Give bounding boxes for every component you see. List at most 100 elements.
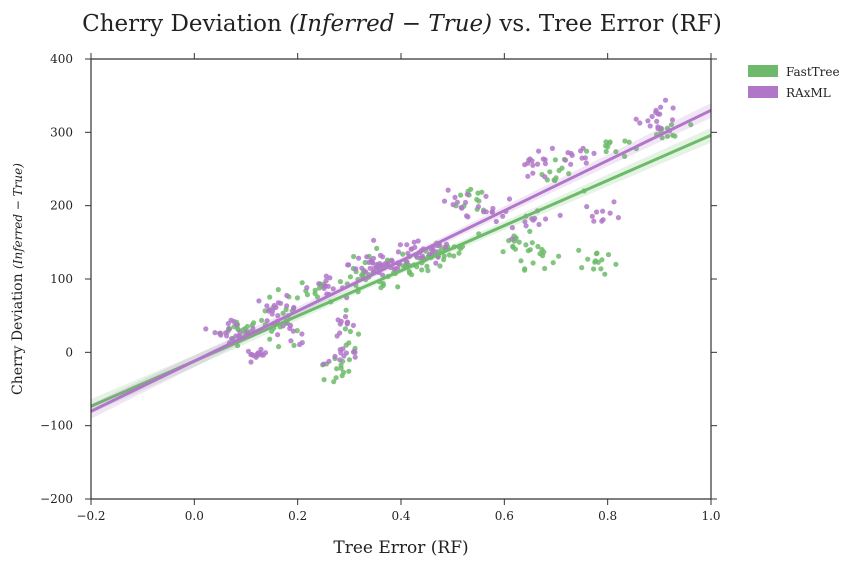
data-point-raxml xyxy=(607,210,613,216)
data-point-raxml xyxy=(284,292,290,299)
data-point-fasttree xyxy=(337,279,343,285)
y-tick-label: 100 xyxy=(50,272,73,286)
data-point-raxml xyxy=(475,204,481,210)
data-point-raxml xyxy=(275,313,281,319)
data-point-fasttree xyxy=(670,132,676,138)
data-point-raxml xyxy=(522,162,528,168)
data-point-raxml xyxy=(353,266,359,272)
data-point-raxml xyxy=(569,152,575,158)
data-point-raxml xyxy=(441,198,448,204)
legend-label-fasttree: FastTree xyxy=(786,65,840,79)
data-point-raxml xyxy=(290,328,296,334)
data-point-raxml xyxy=(229,336,235,342)
data-point-fasttree xyxy=(446,252,453,258)
data-point-fasttree xyxy=(518,258,524,264)
data-point-fasttree xyxy=(280,310,286,316)
data-point-fasttree xyxy=(294,295,300,301)
x-tick-label: −0.2 xyxy=(76,509,105,523)
data-point-raxml xyxy=(322,283,328,289)
data-point-fasttree xyxy=(547,169,553,175)
data-point-raxml xyxy=(323,278,329,284)
data-point-raxml xyxy=(291,304,297,311)
data-point-raxml xyxy=(212,330,218,336)
data-point-fasttree xyxy=(527,228,533,234)
data-point-fasttree xyxy=(566,171,572,177)
y-axis-label: Cherry Deviation (Inferred − True) xyxy=(10,163,26,395)
data-point-raxml xyxy=(375,263,381,269)
data-point-fasttree xyxy=(522,267,528,273)
data-point-fasttree xyxy=(500,249,506,255)
data-point-raxml xyxy=(264,303,270,309)
data-point-fasttree xyxy=(400,251,406,257)
data-point-fasttree xyxy=(605,252,612,258)
data-point-raxml xyxy=(342,314,349,320)
x-tick-label: 0.6 xyxy=(495,509,514,523)
data-point-raxml xyxy=(540,156,546,162)
data-point-raxml xyxy=(284,303,290,309)
data-point-raxml xyxy=(395,249,401,255)
data-point-raxml xyxy=(452,194,458,200)
data-point-fasttree xyxy=(346,340,352,346)
data-point-raxml xyxy=(523,223,529,229)
data-point-raxml xyxy=(363,269,369,275)
data-point-raxml xyxy=(600,217,606,223)
data-point-raxml xyxy=(248,359,254,365)
data-point-raxml xyxy=(260,352,266,358)
data-point-fasttree xyxy=(626,139,632,145)
data-point-fasttree xyxy=(267,294,273,300)
data-point-raxml xyxy=(299,340,305,346)
data-point-raxml xyxy=(591,150,597,156)
data-point-raxml xyxy=(226,326,232,332)
data-point-raxml xyxy=(532,215,538,221)
data-point-fasttree xyxy=(556,253,562,259)
data-point-raxml xyxy=(522,219,528,225)
data-point-raxml xyxy=(443,241,450,247)
data-point-raxml xyxy=(275,300,281,306)
data-point-fasttree xyxy=(668,122,675,128)
data-point-fasttree xyxy=(437,263,443,269)
y-tick-label: 400 xyxy=(50,52,73,66)
data-point-fasttree xyxy=(476,198,482,204)
y-tick-label: 0 xyxy=(65,345,73,359)
data-point-fasttree xyxy=(523,242,529,248)
data-point-raxml xyxy=(535,161,541,167)
data-point-raxml xyxy=(542,174,548,180)
data-point-raxml xyxy=(670,105,676,111)
data-point-fasttree xyxy=(603,139,609,145)
data-point-fasttree xyxy=(425,268,431,274)
data-point-raxml xyxy=(637,120,643,126)
data-point-raxml xyxy=(445,187,451,193)
data-point-fasttree xyxy=(622,153,628,159)
data-point-raxml xyxy=(658,104,664,110)
data-point-raxml xyxy=(397,242,403,248)
data-point-raxml xyxy=(275,332,281,338)
data-point-raxml xyxy=(350,322,356,328)
data-point-raxml xyxy=(543,216,549,222)
data-point-raxml xyxy=(225,321,231,327)
data-point-fasttree xyxy=(591,266,597,272)
data-point-raxml xyxy=(256,298,262,304)
data-point-raxml xyxy=(509,225,515,231)
data-point-fasttree xyxy=(585,256,591,262)
data-point-fasttree xyxy=(378,285,384,291)
data-point-fasttree xyxy=(342,326,348,332)
data-point-raxml xyxy=(288,338,294,344)
data-point-fasttree xyxy=(516,239,522,245)
data-point-raxml xyxy=(525,173,531,179)
data-point-raxml xyxy=(359,265,365,271)
data-point-fasttree xyxy=(294,328,300,334)
data-point-raxml xyxy=(287,325,293,331)
data-point-raxml xyxy=(565,150,571,156)
data-point-fasttree xyxy=(539,246,545,253)
data-point-raxml xyxy=(345,262,351,268)
data-point-fasttree xyxy=(316,285,322,291)
data-point-fasttree xyxy=(267,336,273,342)
data-point-raxml xyxy=(454,199,460,205)
data-point-fasttree xyxy=(602,271,608,277)
data-point-fasttree xyxy=(346,368,352,374)
data-point-raxml xyxy=(316,281,322,287)
data-point-fasttree xyxy=(456,250,462,256)
data-point-raxml xyxy=(217,330,223,336)
data-point-raxml xyxy=(647,123,653,129)
data-point-raxml xyxy=(464,213,470,219)
